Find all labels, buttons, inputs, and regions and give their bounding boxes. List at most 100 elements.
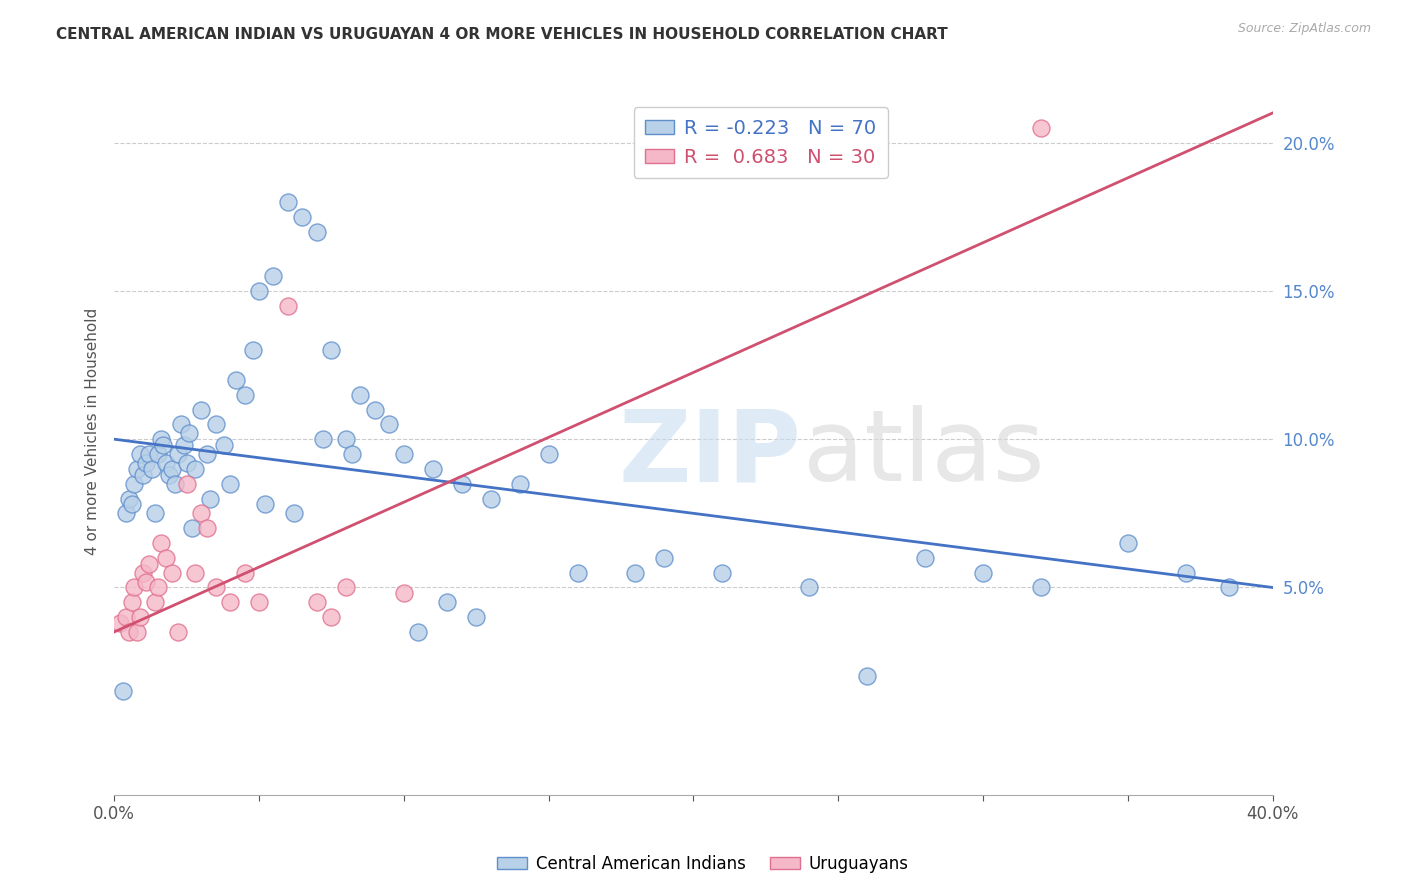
Point [160, 462, 183, 476]
Point [509, 476, 531, 491]
Point [132, 467, 155, 482]
Point [312, 432, 335, 446]
Point [149, 536, 172, 550]
Point [155, 550, 177, 565]
Point [155, 456, 177, 470]
Point [305, 595, 328, 609]
Text: atlas: atlas [803, 405, 1045, 502]
Point [283, 506, 305, 520]
Point [219, 476, 242, 491]
Point [392, 586, 415, 600]
Point [1174, 566, 1197, 580]
Point [170, 417, 193, 432]
Point [392, 447, 415, 461]
Legend: R = -0.223   N = 70, R =  0.683   N = 30: R = -0.223 N = 70, R = 0.683 N = 30 [634, 107, 889, 178]
Point [124, 476, 146, 491]
Point [114, 506, 136, 520]
Text: CENTRAL AMERICAN INDIAN VS URUGUAYAN 4 OR MORE VEHICLES IN HOUSEHOLD CORRELATION: CENTRAL AMERICAN INDIAN VS URUGUAYAN 4 O… [56, 27, 948, 42]
Point [176, 456, 198, 470]
Point [321, 610, 343, 624]
Point [179, 426, 201, 441]
Point [129, 447, 152, 461]
Point [567, 566, 589, 580]
Point [114, 610, 136, 624]
Point [108, 616, 131, 631]
Point [799, 581, 821, 595]
Point [190, 506, 212, 520]
Point [157, 467, 180, 482]
Point [340, 447, 363, 461]
Point [914, 550, 936, 565]
Point [173, 438, 195, 452]
Point [1029, 581, 1052, 595]
Point [972, 566, 994, 580]
Point [195, 447, 218, 461]
Point [422, 462, 444, 476]
Point [138, 447, 160, 461]
Point [277, 194, 299, 209]
Point [167, 447, 190, 461]
Point [349, 388, 371, 402]
Point [537, 447, 560, 461]
Point [233, 388, 256, 402]
Point [1029, 120, 1052, 135]
Point [225, 373, 247, 387]
Point [146, 447, 169, 461]
Point [247, 595, 270, 609]
Point [129, 610, 152, 624]
Point [121, 595, 143, 609]
Point [152, 438, 174, 452]
Y-axis label: 4 or more Vehicles in Household: 4 or more Vehicles in Household [86, 308, 100, 556]
Legend: Central American Indians, Uruguayans: Central American Indians, Uruguayans [491, 848, 915, 880]
Point [479, 491, 502, 506]
Point [450, 476, 472, 491]
Point [406, 624, 429, 639]
Point [127, 462, 149, 476]
Point [127, 624, 149, 639]
Point [163, 476, 186, 491]
Point [335, 581, 357, 595]
Point [277, 299, 299, 313]
Text: ZIP: ZIP [619, 405, 801, 502]
Point [181, 521, 204, 535]
Point [654, 550, 676, 565]
Point [321, 343, 343, 358]
Point [176, 476, 198, 491]
Point [143, 506, 166, 520]
Point [118, 491, 141, 506]
Point [190, 402, 212, 417]
Point [149, 432, 172, 446]
Point [204, 581, 226, 595]
Point [167, 624, 190, 639]
Point [111, 684, 134, 698]
Point [624, 566, 647, 580]
Point [305, 225, 328, 239]
Point [1116, 536, 1139, 550]
Point [118, 624, 141, 639]
Point [291, 210, 314, 224]
Point [436, 595, 458, 609]
Point [138, 557, 160, 571]
Point [378, 417, 401, 432]
Point [212, 438, 235, 452]
Point [247, 284, 270, 298]
Point [184, 566, 207, 580]
Point [124, 581, 146, 595]
Point [198, 491, 221, 506]
Point [233, 566, 256, 580]
Text: Source: ZipAtlas.com: Source: ZipAtlas.com [1237, 22, 1371, 36]
Point [146, 581, 169, 595]
Point [141, 462, 163, 476]
Point [242, 343, 264, 358]
Point [132, 566, 155, 580]
Point [160, 566, 183, 580]
Point [135, 456, 157, 470]
Point [1218, 581, 1240, 595]
Point [856, 669, 879, 683]
Point [143, 595, 166, 609]
Point [262, 269, 284, 284]
Point [465, 610, 488, 624]
Point [335, 432, 357, 446]
Point [711, 566, 734, 580]
Point [195, 521, 218, 535]
